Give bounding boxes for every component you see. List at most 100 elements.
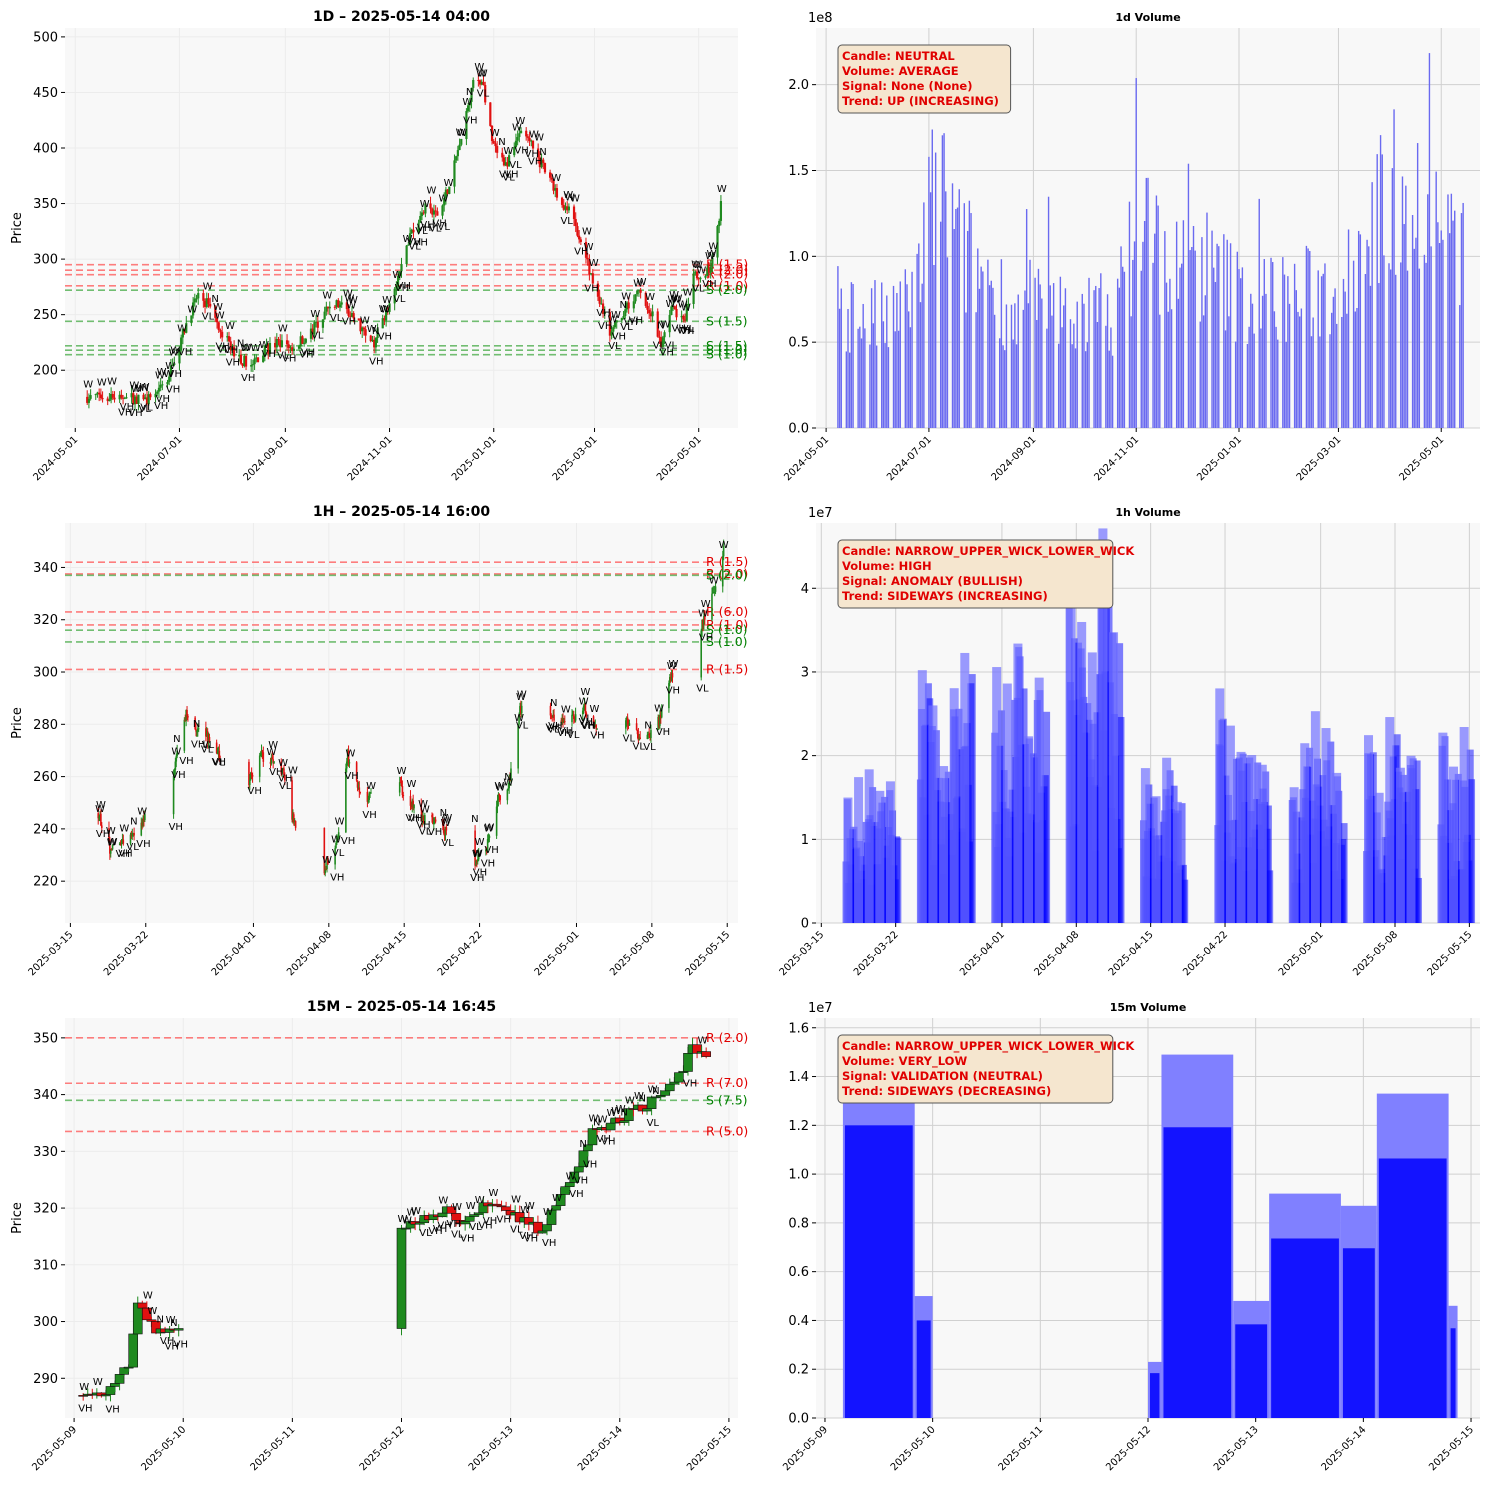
volume-bar bbox=[1051, 315, 1053, 428]
candle-marker: W bbox=[565, 192, 575, 203]
volume-bar bbox=[1189, 250, 1191, 428]
candle-body bbox=[244, 356, 248, 367]
candle-marker: VL bbox=[126, 842, 139, 853]
candle-body bbox=[294, 821, 297, 828]
candle-marker: VL bbox=[653, 341, 666, 352]
volume-bar bbox=[1224, 330, 1227, 428]
candle-marker-labels: W W WVHVHWVHWNWVLNVLWVHWVHWWVHWVHWWVHWWVLN… bbox=[83, 62, 727, 419]
y-tick-label: 0.5 bbox=[788, 336, 809, 351]
candle-body bbox=[183, 719, 186, 751]
y-tick-label: 340 bbox=[33, 1088, 58, 1103]
volume-bar bbox=[1059, 276, 1062, 428]
volume-bar bbox=[1246, 343, 1249, 428]
candle-body bbox=[436, 211, 439, 216]
candle-marker: W bbox=[251, 343, 261, 354]
candle-body bbox=[537, 1230, 548, 1234]
candle-body bbox=[98, 392, 101, 395]
volume-bar bbox=[1157, 205, 1159, 428]
volume-bar bbox=[1357, 230, 1360, 428]
candle-body bbox=[610, 331, 613, 336]
candle-body bbox=[364, 329, 367, 336]
price-15m-svg: 290 300 310 320 330 340 350 2025-05-09 2025-05-1… bbox=[10, 999, 748, 1473]
candle-body bbox=[285, 340, 289, 345]
x-tick-label: 2025-03-22 bbox=[102, 929, 151, 978]
candle-marker: VH bbox=[330, 873, 344, 884]
volume-bar bbox=[1204, 295, 1206, 428]
candle-body bbox=[289, 347, 292, 349]
candle-body bbox=[393, 288, 396, 304]
candle-marker-labels: WWVHWWWVHWVHVLNWVHVHWVHNVHVHNVLVLVHVLVHW… bbox=[95, 540, 729, 884]
candle-marker: VH bbox=[597, 1134, 611, 1145]
candle-marker: W bbox=[93, 1377, 103, 1388]
candle-marker: W bbox=[516, 692, 526, 703]
candle-body bbox=[467, 105, 470, 112]
volume-bar bbox=[1095, 285, 1097, 428]
candle-marker: W bbox=[240, 343, 250, 354]
candle-body bbox=[441, 205, 444, 216]
candle-body bbox=[256, 357, 260, 362]
volume-bar bbox=[1369, 752, 1377, 923]
candle-body bbox=[209, 303, 212, 307]
candle-marker: VH bbox=[169, 822, 183, 833]
x-tick-label: 2024-11-01 bbox=[346, 434, 395, 483]
candle-marker: VH bbox=[433, 1224, 447, 1235]
candle-body bbox=[144, 397, 147, 400]
x-tick-label: 2025-03-15 bbox=[778, 929, 827, 978]
candle-body bbox=[608, 312, 611, 336]
candle-body bbox=[186, 710, 188, 716]
candle-body bbox=[642, 1108, 652, 1112]
candle-body bbox=[509, 778, 511, 780]
candle-body bbox=[470, 87, 473, 102]
candle-body bbox=[219, 758, 222, 762]
volume-bar bbox=[870, 288, 873, 428]
volume-bar bbox=[1073, 323, 1075, 428]
x-tick-label: 2025-01-01 bbox=[450, 434, 499, 483]
candle-body bbox=[646, 1096, 657, 1109]
candle-body bbox=[561, 719, 563, 724]
volume-bar bbox=[928, 705, 938, 923]
candle-marker: W bbox=[561, 704, 571, 715]
x-tick-label: 2025-05-01 bbox=[1397, 434, 1446, 483]
volume-bar bbox=[1039, 284, 1041, 428]
candle-body bbox=[94, 394, 97, 396]
support-level-label: S (1.0) bbox=[706, 342, 748, 357]
x-tick-label: 2025-05-14 bbox=[576, 1424, 625, 1473]
candle-body bbox=[396, 1227, 407, 1329]
y-tick-label: 290 bbox=[33, 1372, 58, 1387]
candle-body bbox=[413, 804, 415, 809]
candle-marker: VL bbox=[547, 725, 560, 736]
candle-body bbox=[670, 673, 673, 682]
volume-bar bbox=[1378, 1158, 1447, 1418]
volume-bar bbox=[1178, 803, 1186, 923]
candle-body bbox=[175, 756, 178, 762]
volume-bar bbox=[1132, 259, 1134, 428]
candle-body bbox=[477, 79, 480, 81]
volume-bar bbox=[980, 266, 982, 428]
volume-bar bbox=[940, 221, 942, 428]
candle-marker: W bbox=[420, 804, 430, 815]
candle-marker: W bbox=[366, 781, 376, 792]
candle-body bbox=[683, 319, 687, 321]
candle-marker: VH bbox=[428, 827, 442, 838]
signal-annotation-line: Trend: SIDEWAYS (DECREASING) bbox=[842, 1084, 1051, 1098]
candle-marker: W bbox=[169, 347, 179, 358]
candle-body bbox=[184, 719, 187, 722]
volume-bar bbox=[1194, 250, 1196, 428]
candle-body bbox=[368, 793, 370, 800]
candle-marker: W bbox=[484, 823, 494, 834]
candle-body bbox=[113, 397, 116, 400]
volume-bar bbox=[1298, 316, 1301, 428]
candle-marker: W bbox=[143, 1290, 153, 1301]
candle-body bbox=[407, 244, 410, 246]
volume-bar bbox=[884, 343, 886, 428]
candle-marker: W bbox=[616, 1104, 626, 1115]
candle-body bbox=[468, 101, 471, 106]
candle-body bbox=[118, 394, 121, 400]
candle-body bbox=[576, 226, 579, 236]
volume-bar bbox=[1310, 711, 1320, 923]
support-level-label: S (1.0) bbox=[706, 634, 748, 649]
candle-body bbox=[434, 210, 437, 212]
candle-body bbox=[581, 710, 584, 715]
candle-body bbox=[712, 592, 715, 594]
volume-bar bbox=[844, 1125, 913, 1418]
